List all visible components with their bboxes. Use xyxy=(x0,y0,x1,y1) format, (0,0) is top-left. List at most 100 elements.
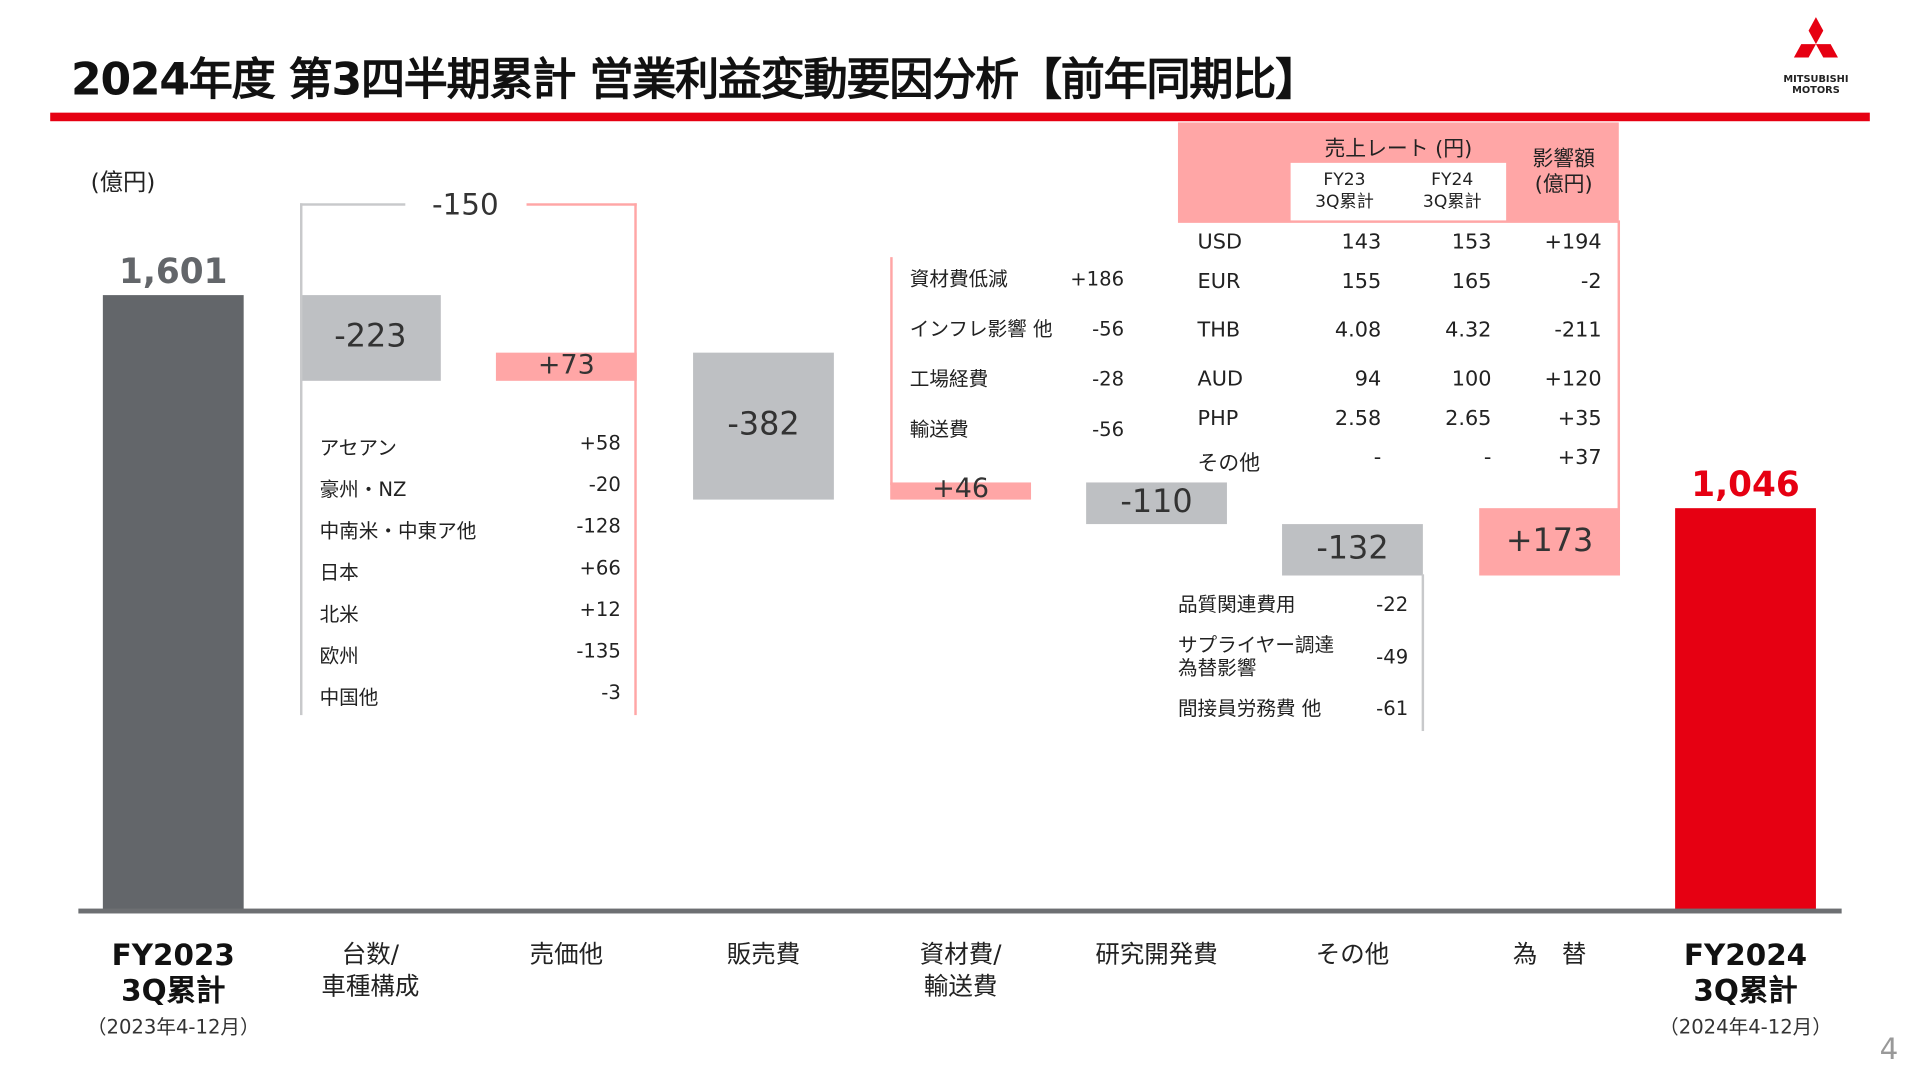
fx-cell-cur: その他 xyxy=(1197,451,1261,477)
breakdown-label: 品質関連費用 xyxy=(1177,592,1296,616)
fx-cell-cur: THB xyxy=(1197,318,1241,343)
breakdown-row: 北米 +12 xyxy=(320,598,621,640)
category-label-selling-expenses: 販売費 xyxy=(666,938,862,970)
breakdown-label: 中国他 xyxy=(319,685,379,709)
x-axis xyxy=(78,908,1842,914)
material-bracket-line xyxy=(890,257,893,485)
data-label-others: -132 xyxy=(1316,530,1389,567)
category-line: 3Q累計 xyxy=(121,973,226,1008)
category-label-forex: 為 替 xyxy=(1452,938,1648,970)
breakdown-row: 工場経費 -28 xyxy=(910,367,1124,417)
fx-cell-impact: +37 xyxy=(1557,445,1602,471)
header-fy23: FY23 3Q累計 xyxy=(1315,170,1374,212)
header-fy24: FY24 3Q累計 xyxy=(1422,170,1482,212)
fx-cell-fy23: - xyxy=(1373,445,1382,471)
volume-price-breakdown: アセアン +58 豪州・NZ -20 中南米・中東ア他 -128 日本 +66 北米 +12 欧州 -… xyxy=(320,431,621,722)
breakdown-value: +58 xyxy=(579,431,621,455)
data-label-price-other: +73 xyxy=(537,349,595,381)
category-label-others: その他 xyxy=(1255,938,1451,970)
category-line: その他 xyxy=(1315,939,1390,969)
category-line: 販売費 xyxy=(726,939,801,969)
fx-cell-impact: +194 xyxy=(1544,230,1602,255)
breakdown-label: 中南米・中東ア他 xyxy=(319,519,477,543)
category-line: 研究開発費 xyxy=(1095,939,1218,969)
bar-fy2023 xyxy=(102,295,244,912)
breakdown-value: +66 xyxy=(579,555,621,580)
category-line: FY2023 xyxy=(111,937,235,973)
data-label-fy2023: 1,601 xyxy=(119,251,228,292)
data-label-r-and-d: -110 xyxy=(1120,483,1193,521)
fx-cell-fy23: 143 xyxy=(1341,230,1382,255)
breakdown-label: インフレ影響 他 xyxy=(909,317,1053,341)
bracket-right-line xyxy=(634,203,637,716)
category-line: 輸送費 xyxy=(923,971,998,1001)
data-label-selling-expenses: -382 xyxy=(727,406,800,444)
breakdown-label: 豪州・NZ xyxy=(319,477,407,501)
bracket-left-line xyxy=(300,203,303,716)
bar-others xyxy=(1282,524,1423,576)
category-line: 車種構成 xyxy=(321,971,420,1001)
header-impact: 影響額 (億円) xyxy=(1532,146,1595,198)
bar-volume-mix xyxy=(300,295,441,381)
combined-delta-label: -150 xyxy=(431,187,499,222)
data-label-forex: +173 xyxy=(1505,522,1594,560)
fx-cell-cur: USD xyxy=(1197,230,1243,255)
mitsubishi-logo: MITSUBISHI MOTORS xyxy=(1776,15,1857,96)
page-number: 4 xyxy=(1879,1032,1899,1067)
breakdown-row: 輸送費 -56 xyxy=(910,418,1124,468)
category-line: 台数/ xyxy=(341,939,400,969)
breakdown-row: 中南米・中東ア他 -128 xyxy=(320,514,621,556)
bar-selling-expenses xyxy=(693,352,834,500)
breakdown-row: アセアン +58 xyxy=(320,431,621,473)
fx-cell-fy23: 155 xyxy=(1341,269,1382,294)
category-period: （2024年4-12月） xyxy=(1659,1015,1832,1039)
fx-cell-impact: +35 xyxy=(1557,406,1602,432)
breakdown-value: -135 xyxy=(576,639,621,663)
breakdown-row: 日本 +66 xyxy=(320,556,621,598)
bracket-left-top xyxy=(300,203,406,206)
bar-material-logistics xyxy=(890,482,1032,500)
category-label-fy2024: FY2024 3Q累計 （2024年4-12月） xyxy=(1648,938,1844,1045)
fx-cell-fy24: 4.32 xyxy=(1445,318,1492,343)
category-period: （2023年4-12月） xyxy=(86,1015,260,1039)
breakdown-value: -28 xyxy=(1092,367,1125,391)
page-title: 2024年度 第3四半期累計 営業利益変動要因分析【前年同期比】 xyxy=(71,55,1319,106)
category-label-fy2023: FY2023 3Q累計 （2023年4-12月） xyxy=(75,938,271,1045)
data-label-material-logistics: +46 xyxy=(932,473,990,505)
breakdown-row: 資材費低減 +186 xyxy=(910,267,1124,317)
breakdown-value: -3 xyxy=(601,680,621,705)
breakdown-label: 輸送費 xyxy=(909,417,969,441)
breakdown-label: 工場経費 xyxy=(909,367,989,391)
breakdown-value: -61 xyxy=(1376,696,1409,721)
fx-table-subheader xyxy=(1290,162,1507,221)
title-underline xyxy=(50,112,1870,122)
breakdown-value: -22 xyxy=(1376,592,1409,616)
material-breakdown: 資材費低減 +186 インフレ影響 他 -56 工場経費 -28 輸送費 -56 xyxy=(910,267,1124,468)
fx-cell-fy24: 165 xyxy=(1451,269,1492,294)
other-breakdown: 品質関連費用 -22 サプライヤー調達 為替影響 -49 間接員労務費 他 -61 xyxy=(1178,593,1408,737)
breakdown-value: +186 xyxy=(1070,266,1125,291)
category-label-volume-mix: 台数/車種構成 xyxy=(272,938,468,1002)
data-label-fy2024: 1,046 xyxy=(1691,464,1800,505)
bar-price-other xyxy=(495,352,637,381)
fx-cell-fy23: 2.58 xyxy=(1334,406,1382,432)
breakdown-value: -128 xyxy=(576,514,621,538)
breakdown-row: サプライヤー調達 為替影響 -49 xyxy=(1178,633,1408,697)
breakdown-row: 豪州・NZ -20 xyxy=(320,473,621,515)
other-bracket-line xyxy=(1421,574,1425,732)
fx-cell-impact: -2 xyxy=(1580,269,1602,294)
unit-label: (億円) xyxy=(90,168,156,196)
fx-cell-cur: AUD xyxy=(1197,367,1244,392)
category-line: 売価他 xyxy=(529,939,604,969)
fx-cell-impact: -211 xyxy=(1554,318,1602,343)
header-rate: 売上レート (円) xyxy=(1324,137,1473,162)
breakdown-row: 欧州 -135 xyxy=(320,639,621,681)
breakdown-label: サプライヤー調達 為替影響 xyxy=(1177,633,1335,680)
category-label-r-and-d: 研究開発費 xyxy=(1059,938,1255,970)
bar-r-and-d xyxy=(1086,482,1227,525)
breakdown-label: 資材費低減 xyxy=(909,266,1008,291)
bracket-right-top xyxy=(526,203,637,206)
breakdown-value: -49 xyxy=(1376,645,1409,669)
fx-cell-fy24: - xyxy=(1483,445,1492,471)
